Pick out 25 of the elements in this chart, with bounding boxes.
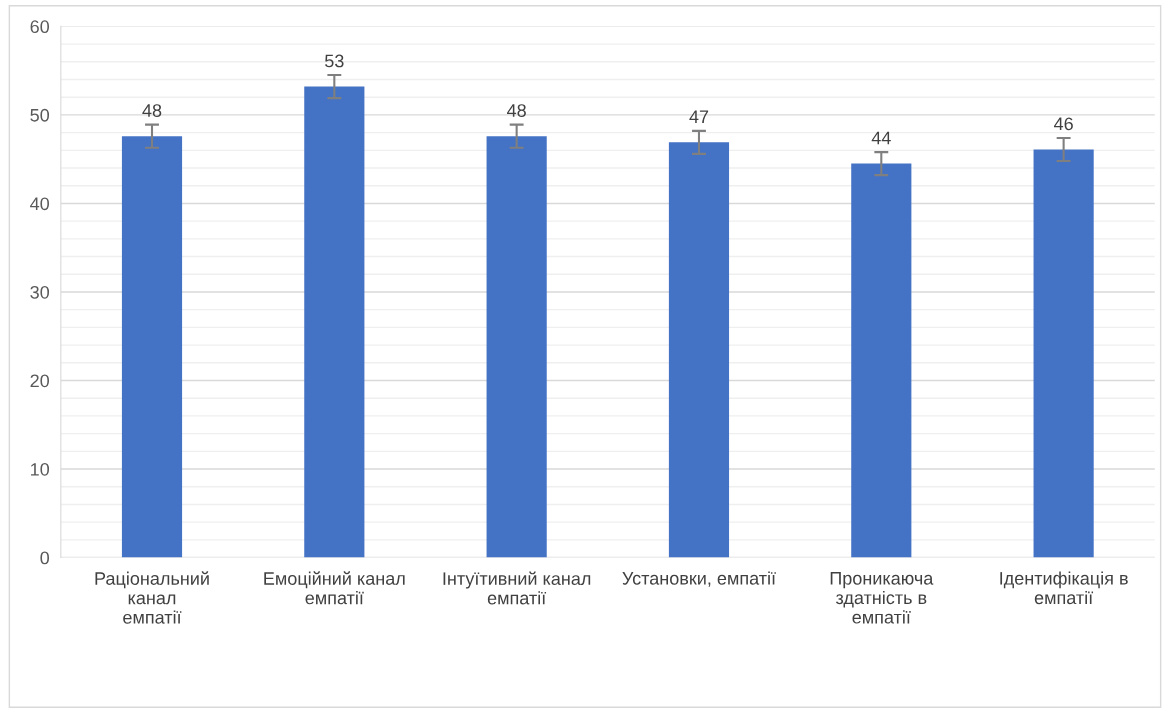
bar bbox=[851, 163, 912, 558]
x-tick-label: Інтуїтивний канал емпатії bbox=[443, 571, 591, 605]
y-tick-label: 50 bbox=[30, 108, 50, 122]
y-tick-label: 30 bbox=[30, 285, 50, 299]
bar bbox=[668, 142, 730, 558]
data-label: 48 bbox=[142, 104, 162, 117]
bar bbox=[304, 86, 365, 558]
x-tick-label: Установки, емпатії bbox=[622, 571, 776, 587]
y-tick-label: 40 bbox=[30, 197, 50, 211]
x-tick-label: Проникаюча здатність в емпатії bbox=[830, 572, 934, 624]
bar bbox=[486, 136, 547, 558]
y-tick-label: 0 bbox=[40, 551, 50, 565]
x-tick-label: Емоційний канал емпатії bbox=[264, 571, 405, 605]
x-tick-label: Ідентифікація в емпатії bbox=[1000, 571, 1128, 605]
data-label: 53 bbox=[325, 54, 344, 68]
data-label: 47 bbox=[689, 110, 709, 123]
data-label: 46 bbox=[1054, 117, 1073, 131]
y-tick-label: 10 bbox=[31, 462, 50, 476]
data-label: 48 bbox=[507, 104, 526, 117]
bar bbox=[1033, 149, 1094, 558]
y-tick-label: 60 bbox=[30, 20, 50, 34]
data-label: 44 bbox=[871, 131, 891, 145]
bar bbox=[121, 136, 183, 558]
x-tick-label: Раціональний канал емпатії bbox=[95, 571, 209, 624]
y-tick-label: 20 bbox=[30, 374, 50, 388]
